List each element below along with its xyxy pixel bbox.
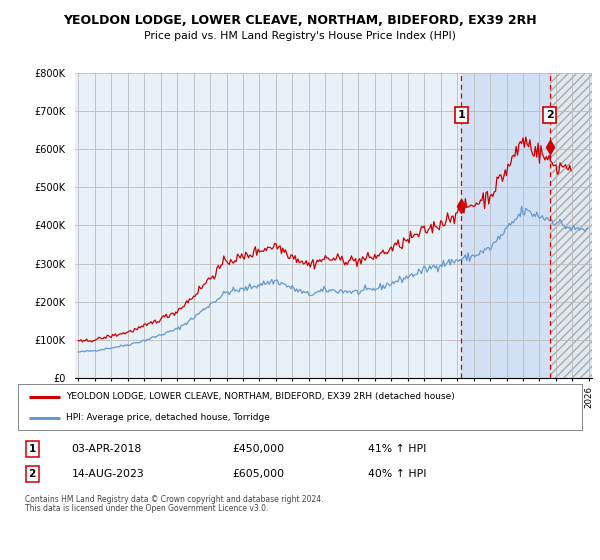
Text: This data is licensed under the Open Government Licence v3.0.: This data is licensed under the Open Gov… — [25, 503, 268, 512]
Bar — [461, 73, 550, 378]
Text: £450,000: £450,000 — [232, 444, 284, 454]
Text: 2: 2 — [28, 469, 36, 479]
Text: YEOLDON LODGE, LOWER CLEAVE, NORTHAM, BIDEFORD, EX39 2RH (detached house): YEOLDON LODGE, LOWER CLEAVE, NORTHAM, BI… — [66, 392, 455, 401]
Text: 1: 1 — [28, 444, 36, 454]
Text: YEOLDON LODGE, LOWER CLEAVE, NORTHAM, BIDEFORD, EX39 2RH: YEOLDON LODGE, LOWER CLEAVE, NORTHAM, BI… — [63, 14, 537, 27]
Text: 1: 1 — [457, 110, 465, 120]
Text: £605,000: £605,000 — [232, 469, 284, 479]
Text: 40% ↑ HPI: 40% ↑ HPI — [368, 469, 426, 479]
Text: 14-AUG-2023: 14-AUG-2023 — [71, 469, 145, 479]
Text: 41% ↑ HPI: 41% ↑ HPI — [368, 444, 426, 454]
Text: 2: 2 — [546, 110, 554, 120]
Text: Price paid vs. HM Land Registry's House Price Index (HPI): Price paid vs. HM Land Registry's House … — [144, 31, 456, 41]
Text: HPI: Average price, detached house, Torridge: HPI: Average price, detached house, Torr… — [66, 413, 270, 422]
Text: Contains HM Land Registry data © Crown copyright and database right 2024.: Contains HM Land Registry data © Crown c… — [25, 495, 323, 504]
Text: 03-APR-2018: 03-APR-2018 — [71, 444, 142, 454]
Bar — [550, 73, 592, 378]
